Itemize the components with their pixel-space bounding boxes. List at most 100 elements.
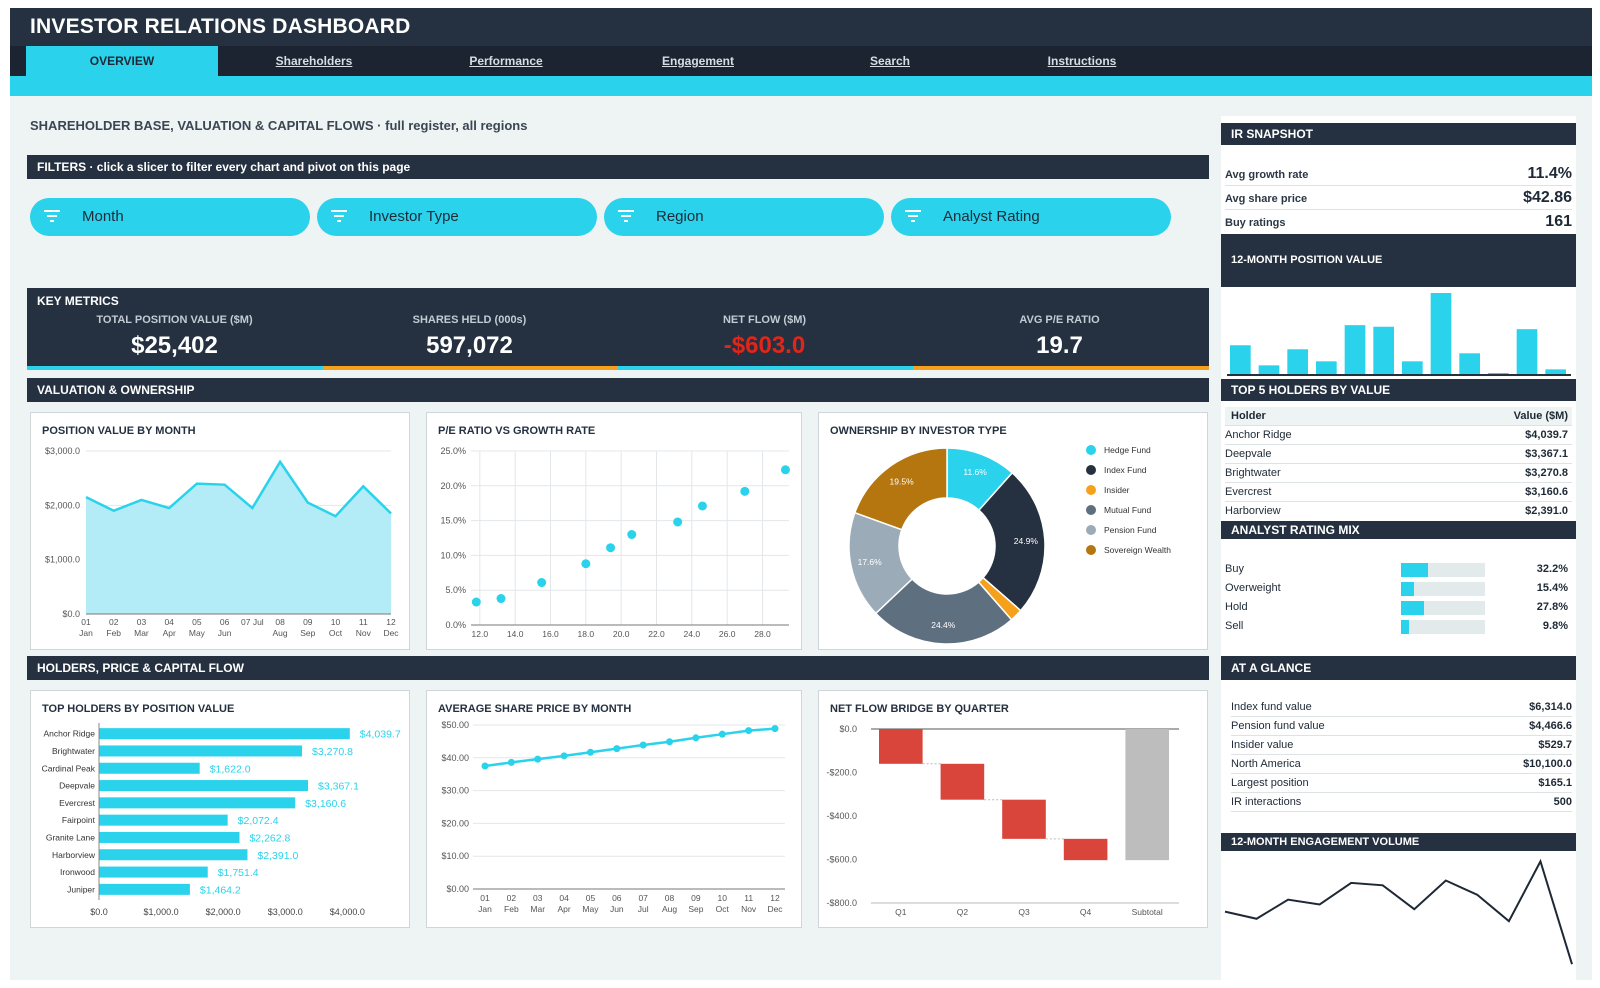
legend-label: Sovereign Wealth bbox=[1104, 545, 1171, 555]
title-bar: INVESTOR RELATIONS DASHBOARD bbox=[10, 8, 1592, 46]
tab-search[interactable]: Search bbox=[869, 54, 911, 68]
scatter-point bbox=[740, 486, 750, 496]
glance-label: Largest position bbox=[1231, 777, 1309, 789]
rating-bar-fill bbox=[1401, 563, 1429, 577]
rating-bar-track bbox=[1401, 601, 1485, 615]
rating-row-overweight: Overweight 15.4% bbox=[1225, 579, 1572, 598]
category-label: Granite Lane bbox=[46, 832, 95, 842]
chart-title: NET FLOW BRIDGE BY QUARTER bbox=[830, 703, 1009, 715]
y-tick-label: -$800.0 bbox=[826, 898, 857, 908]
x-tick-label: 24.0 bbox=[684, 629, 701, 639]
bar bbox=[99, 762, 200, 774]
snapshot-label: Avg growth rate bbox=[1225, 169, 1309, 181]
slicer-investor-type[interactable]: Investor Type bbox=[317, 198, 597, 236]
glance-label: North America bbox=[1231, 758, 1301, 770]
data-label: $2,391.0 bbox=[257, 850, 298, 862]
scatter-point bbox=[581, 559, 591, 569]
glance-label: Pension fund value bbox=[1231, 720, 1325, 732]
slice-label: 24.9% bbox=[1014, 536, 1039, 546]
y-tick-label: -$600.0 bbox=[826, 855, 857, 865]
snapshot-value: 11.4% bbox=[1527, 165, 1572, 182]
key-metrics-title: KEY METRICS bbox=[37, 294, 119, 308]
filter-icon bbox=[44, 210, 60, 222]
bar bbox=[99, 883, 190, 895]
rating-mix-header: ANALYST RATING MIX bbox=[1221, 521, 1576, 539]
rating-bar-track bbox=[1401, 563, 1485, 577]
glance-value: $165.1 bbox=[1538, 777, 1572, 789]
x-tick-label: $3,000.0 bbox=[268, 907, 303, 917]
x-tick-label: 09 bbox=[691, 893, 701, 903]
data-label: $3,270.8 bbox=[312, 746, 353, 758]
legend-label: Insider bbox=[1104, 485, 1130, 495]
tab-overview[interactable]: OVERVIEW bbox=[26, 46, 218, 76]
legend-swatch bbox=[1086, 505, 1096, 515]
data-point bbox=[481, 762, 489, 770]
x-tick-label: Jan bbox=[79, 628, 93, 638]
x-tick-label: 28.0 bbox=[754, 629, 771, 639]
data-label: $3,160.6 bbox=[305, 798, 346, 810]
data-label: $1,622.0 bbox=[210, 763, 251, 775]
category-label: Cardinal Peak bbox=[42, 763, 96, 773]
glance-value: 500 bbox=[1553, 796, 1572, 808]
glance-value: $529.7 bbox=[1538, 739, 1572, 751]
rating-label: Sell bbox=[1225, 620, 1244, 632]
sparkline-bar bbox=[1373, 326, 1394, 375]
x-tick-label: $2,000.0 bbox=[206, 907, 241, 917]
tab-engagement[interactable]: Engagement bbox=[661, 54, 734, 68]
y-tick-label: $30.00 bbox=[441, 786, 469, 796]
tab-instructions[interactable]: Instructions bbox=[1047, 54, 1117, 68]
x-tick-label: Nov bbox=[356, 628, 372, 638]
y-tick-label: 10.0% bbox=[440, 550, 466, 560]
rating-value: 32.2% bbox=[1536, 563, 1568, 575]
rating-value: 27.8% bbox=[1536, 601, 1568, 613]
x-tick-label: 02 bbox=[507, 893, 517, 903]
table-row[interactable]: Harborview $2,391.0 bbox=[1225, 502, 1572, 521]
bar bbox=[99, 780, 309, 792]
scatter-point bbox=[673, 517, 683, 527]
x-tick-label: Sep bbox=[688, 904, 703, 914]
waterfall-bar bbox=[879, 729, 923, 764]
x-tick-label: $4,000.0 bbox=[330, 907, 365, 917]
position-value-sparkline-header: 12-MONTH POSITION VALUE bbox=[1221, 234, 1576, 287]
slicer-month[interactable]: Month bbox=[30, 198, 310, 236]
top-holders-bar-chart: Anchor Ridge $4,039.7 Brightwater $3,270.8 C… bbox=[42, 723, 401, 917]
legend-label: Mutual Fund bbox=[1104, 505, 1152, 515]
x-tick-label: Oct bbox=[329, 628, 343, 638]
y-tick-label: $50.00 bbox=[441, 720, 469, 730]
x-tick-label: Q4 bbox=[1080, 907, 1092, 917]
x-tick-label: Apr bbox=[163, 628, 176, 638]
table-row[interactable]: Brightwater $3,270.8 bbox=[1225, 464, 1572, 483]
table-row[interactable]: Evercrest $3,160.6 bbox=[1225, 483, 1572, 502]
page-subtitle: SHAREHOLDER BASE, VALUATION & CAPITAL FL… bbox=[30, 118, 527, 133]
sparkline-bar bbox=[1545, 369, 1566, 375]
x-tick-label: Oct bbox=[716, 904, 730, 914]
data-point bbox=[745, 727, 753, 735]
y-tick-label: -$200.0 bbox=[826, 768, 857, 778]
section-header-valuation: VALUATION & OWNERSHIP bbox=[27, 378, 1209, 402]
slicer-region[interactable]: Region bbox=[604, 198, 884, 236]
chart-title: OWNERSHIP BY INVESTOR TYPE bbox=[830, 425, 1007, 437]
x-tick-label: 06 bbox=[220, 617, 230, 627]
sparkline-bar bbox=[1230, 345, 1251, 375]
chart-title: P/E RATIO VS GROWTH RATE bbox=[438, 425, 596, 437]
slicer-analyst-rating[interactable]: Analyst Rating bbox=[891, 198, 1171, 236]
x-tick-label: Dec bbox=[767, 904, 783, 914]
x-tick-label: 10 bbox=[718, 893, 728, 903]
glance-row: North America $10,100.0 bbox=[1231, 755, 1572, 774]
card-avg-share-price: AVERAGE SHARE PRICE BY MONTH $0.00 $10.00… bbox=[426, 690, 802, 928]
tab-performance[interactable]: Performance bbox=[469, 54, 543, 68]
table-row[interactable]: Deepvale $3,367.1 bbox=[1225, 445, 1572, 464]
rating-bar-fill bbox=[1401, 601, 1425, 615]
scatter-point bbox=[697, 501, 707, 511]
category-label: Brightwater bbox=[52, 746, 95, 756]
category-label: Fairpoint bbox=[62, 815, 96, 825]
holder-value: $3,160.6 bbox=[1525, 486, 1568, 498]
area-fill bbox=[86, 461, 391, 614]
scatter-point bbox=[627, 530, 637, 540]
table-row[interactable]: Anchor Ridge $4,039.7 bbox=[1225, 426, 1572, 445]
tab-shareholders[interactable]: Shareholders bbox=[275, 54, 353, 68]
glance-row: Insider value $529.7 bbox=[1231, 736, 1572, 755]
waterfall-bar bbox=[1125, 729, 1169, 861]
scatter-point bbox=[471, 597, 481, 607]
glance-label: Insider value bbox=[1231, 739, 1294, 751]
